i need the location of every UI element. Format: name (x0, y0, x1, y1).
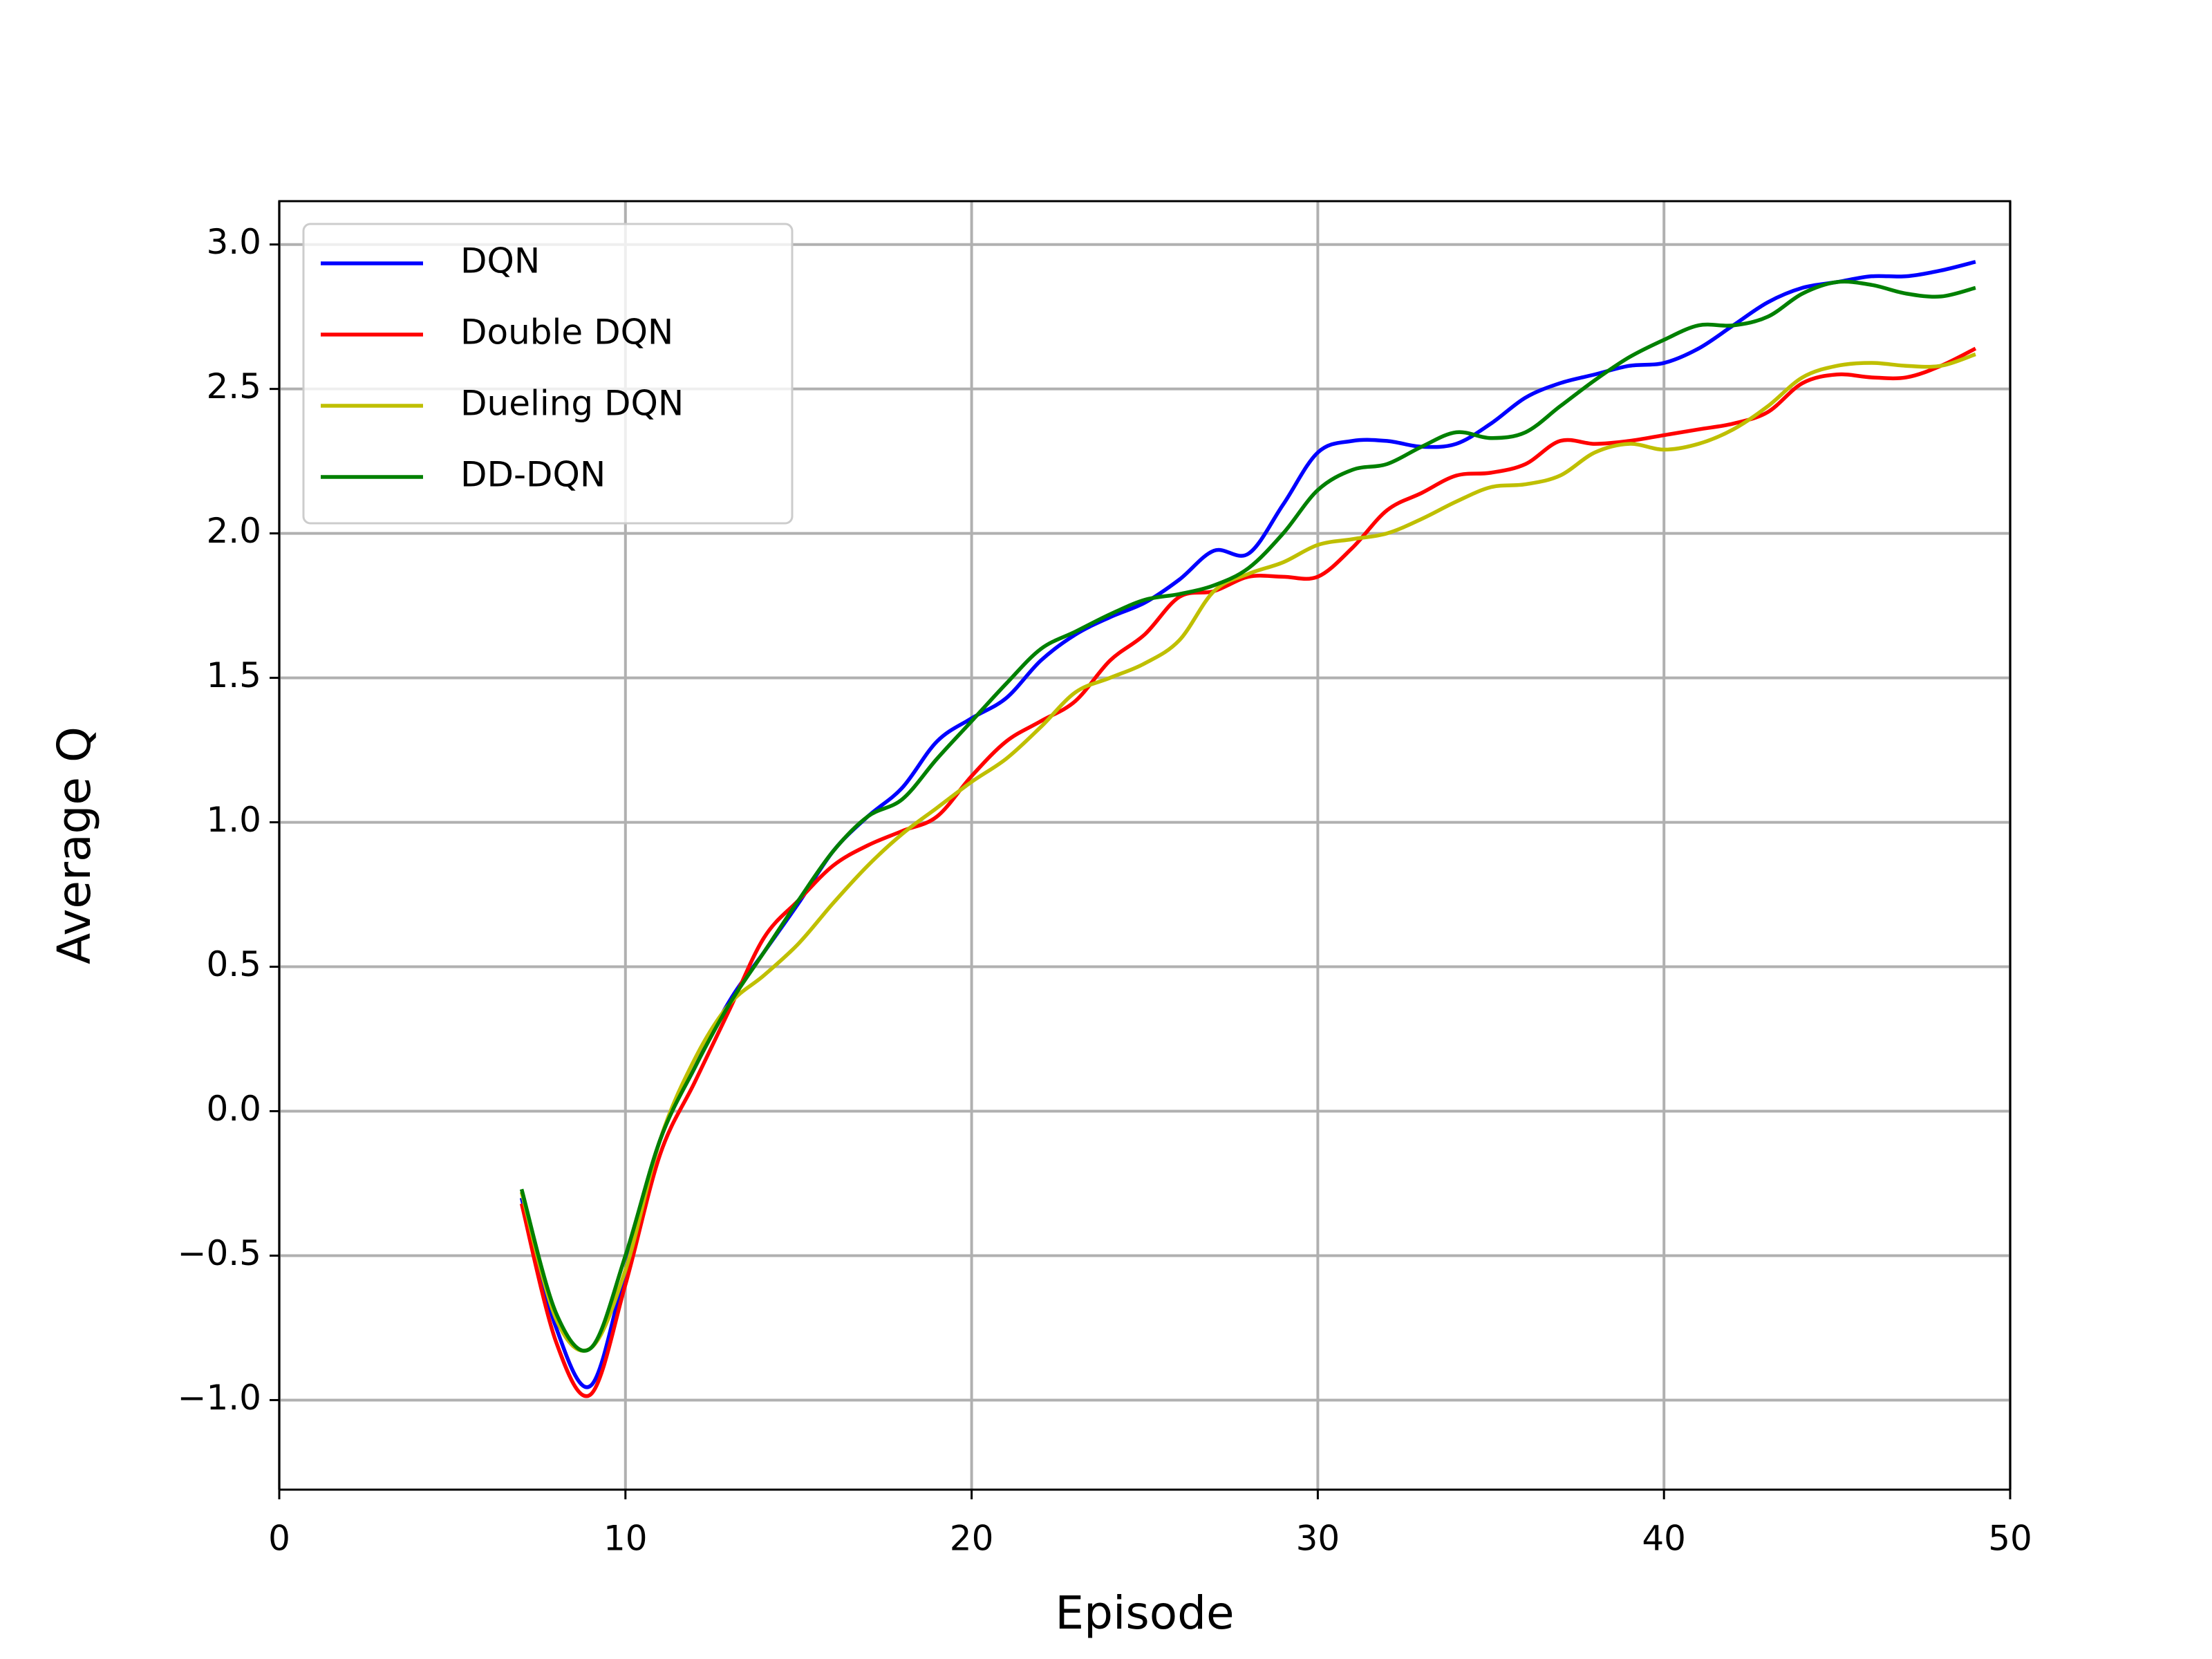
y-tick-label: 2.5 (206, 366, 261, 406)
plot-frame (278, 200, 2012, 1491)
series-line (519, 352, 1976, 1353)
series-line (519, 279, 1976, 1353)
x-tick-label: 20 (950, 1519, 994, 1559)
legend-label: Double DQN (460, 312, 673, 353)
x-tick-label: 0 (268, 1519, 290, 1559)
legend-label: Dueling DQN (460, 384, 684, 424)
legend: DQN Double DQN Dueling DQN DD-DQN (302, 223, 794, 525)
x-axis-label: Episode (1055, 1586, 1234, 1640)
y-tick-label: −0.5 (178, 1233, 261, 1273)
y-tick-label: −1.0 (178, 1378, 261, 1418)
y-tick-label: 1.0 (206, 800, 261, 840)
y-tick-label: 3.0 (206, 222, 261, 262)
legend-label: DQN (460, 241, 540, 281)
y-tick-label: 2.0 (206, 511, 261, 551)
x-tick-label: 40 (1642, 1519, 1686, 1559)
x-tick-label: 10 (603, 1519, 648, 1559)
legend-box (302, 223, 794, 525)
y-tick-label: 1.5 (206, 655, 261, 695)
y-tick-label: 0.5 (206, 944, 261, 984)
y-axis-label: Average Q (48, 727, 101, 964)
y-tick-label: 0.0 (206, 1089, 261, 1129)
x-tick-label: 50 (1988, 1519, 2032, 1559)
x-tick-label: 30 (1296, 1519, 1340, 1559)
legend-label: DD-DQN (460, 455, 606, 495)
